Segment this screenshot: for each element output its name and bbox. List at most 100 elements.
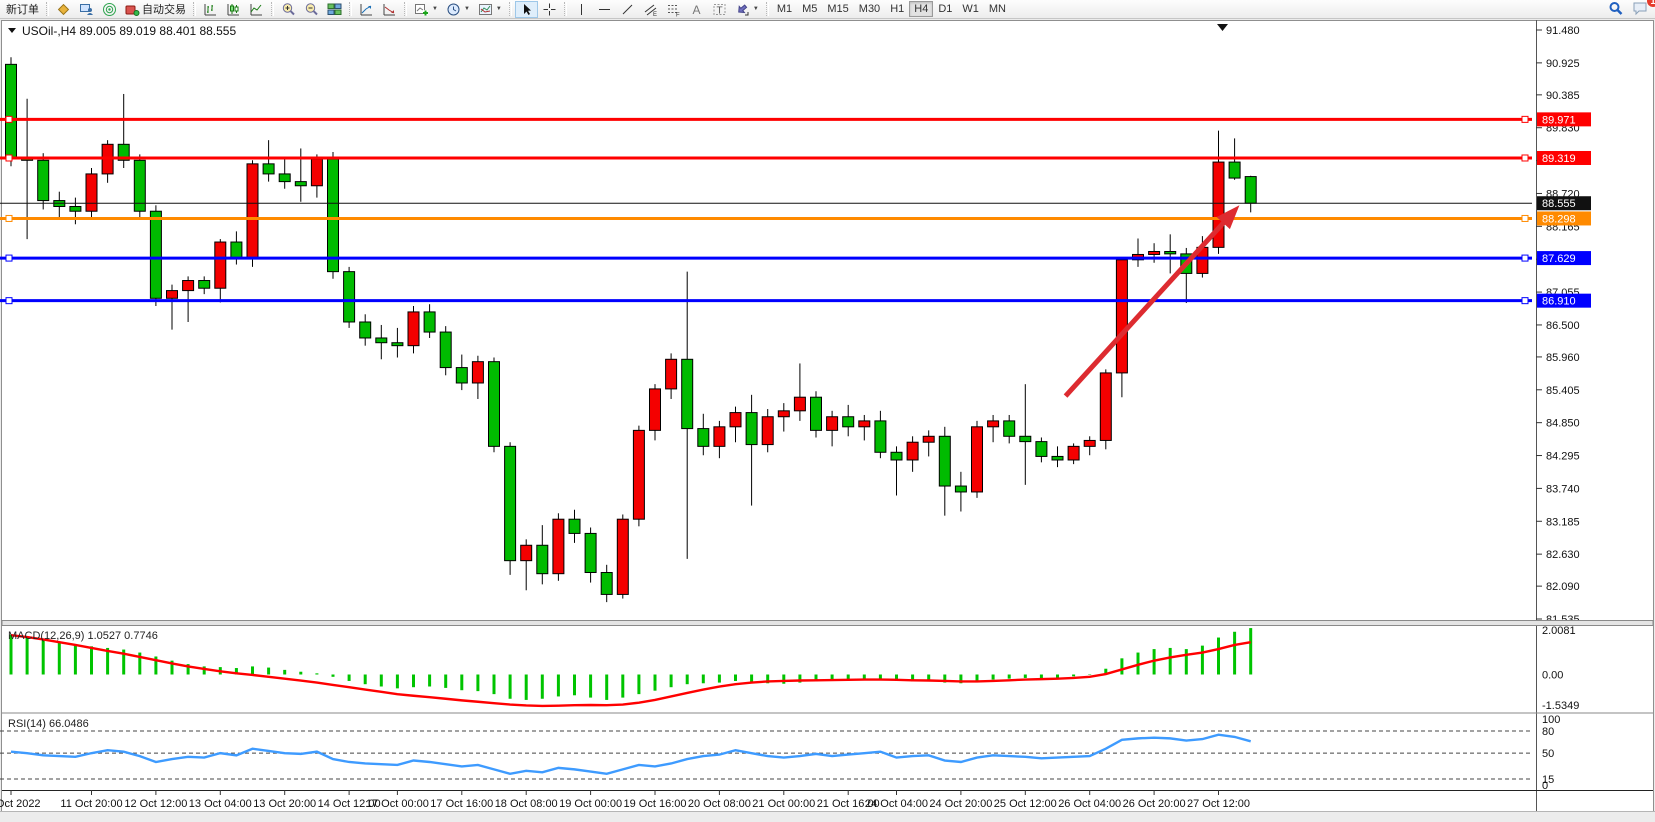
- candle-body: [262, 163, 275, 175]
- price-axis[interactable]: 91.48090.92590.38589.83089.27588.72088.1…: [1536, 20, 1591, 812]
- price-tick-label: 85.960: [1546, 352, 1580, 364]
- price-tick-label: 91.480: [1546, 25, 1580, 37]
- hline-handle[interactable]: [5, 115, 13, 123]
- time-tick-label: 24 Oct 20:00: [929, 798, 992, 810]
- text-label-tool-button[interactable]: T: [708, 1, 731, 18]
- time-tick-label: 21 Oct 16:00: [817, 798, 880, 810]
- search-icon: [1609, 2, 1623, 15]
- period-button[interactable]: ▼: [442, 1, 474, 18]
- candle-body: [874, 420, 887, 453]
- time-tick-label: 13 Oct 04:00: [189, 798, 252, 810]
- new-order-label: 新订单: [6, 4, 39, 16]
- cursor-tool-button[interactable]: [514, 0, 538, 18]
- rsi-axis-label: 80: [1542, 726, 1554, 738]
- candle-body: [278, 173, 291, 183]
- fibonacci-tool-button[interactable]: F: [662, 1, 685, 18]
- tab-timeframe-M5[interactable]: M5: [797, 1, 822, 17]
- arrows-tool-button[interactable]: ▼: [731, 1, 763, 18]
- ohlc-bars-icon: [204, 3, 216, 15]
- trend-arrow-line[interactable]: [1063, 215, 1231, 398]
- tile-windows-button[interactable]: [323, 1, 346, 18]
- hline-handle[interactable]: [5, 297, 13, 305]
- tab-timeframe-D1[interactable]: D1: [933, 1, 957, 17]
- price-tick-label: 84.850: [1546, 418, 1580, 430]
- vertical-line-tool-button[interactable]: [570, 1, 593, 18]
- time-tick-label: 19 Oct 00:00: [559, 798, 622, 810]
- candle-body: [391, 342, 404, 347]
- hline-handle[interactable]: [5, 214, 13, 222]
- add-indicator-button[interactable]: ▼: [410, 1, 442, 18]
- tab-timeframe-W1[interactable]: W1: [957, 1, 984, 17]
- candle-body: [632, 429, 645, 520]
- main-toolbar: 新订单 自动交易 ▼ ▼: [0, 0, 1655, 19]
- chart-window-button[interactable]: [52, 1, 75, 18]
- hline-handle[interactable]: [1521, 297, 1529, 305]
- svg-text:A: A: [692, 3, 700, 17]
- hline-handle[interactable]: [1521, 115, 1529, 123]
- bar-chart-mode-button[interactable]: [199, 1, 222, 18]
- chat-button[interactable]: [1628, 0, 1653, 16]
- indicator-window-button[interactable]: [355, 1, 378, 18]
- price-flag-label: 87.629: [1542, 253, 1576, 265]
- channel-tool-button[interactable]: E: [639, 1, 662, 18]
- autotrading-label: 自动交易: [142, 4, 186, 16]
- chart-window-frame: [1, 20, 1654, 812]
- data-feed-button[interactable]: [98, 1, 121, 18]
- tab-timeframe-M15[interactable]: M15: [822, 1, 853, 17]
- symbol-dropdown-icon[interactable]: [8, 28, 16, 33]
- new-order-button[interactable]: 新订单: [2, 1, 43, 18]
- time-tick-label: 17 Oct 16:00: [430, 798, 493, 810]
- crosshair-icon: [543, 3, 556, 15]
- indicator-list-button[interactable]: [378, 1, 401, 18]
- text-tool-button[interactable]: A: [685, 1, 708, 18]
- tab-timeframe-M30[interactable]: M30: [854, 1, 885, 17]
- macd-axis-label: 2.0081: [1542, 625, 1576, 637]
- market-watch-button[interactable]: [75, 1, 98, 18]
- candlestick-mode-button[interactable]: [222, 1, 245, 18]
- tab-timeframe-MN[interactable]: MN: [984, 1, 1011, 17]
- zoom-in-icon: [282, 2, 295, 15]
- price-flag-86.910: [1537, 293, 1591, 308]
- panel-separator[interactable]: [1, 620, 1654, 626]
- zoom-in-button[interactable]: [277, 1, 300, 18]
- hline-handle[interactable]: [5, 254, 13, 262]
- chat-bubble-icon: [1633, 2, 1647, 15]
- trend-arrow-head[interactable]: [1216, 205, 1240, 230]
- horizontal-line-tool-button[interactable]: [593, 1, 616, 18]
- time-tick-label: 21 Oct 00:00: [752, 798, 815, 810]
- notifications-button[interactable]: 1: [1628, 0, 1655, 19]
- candle-body: [343, 271, 356, 323]
- zoom-out-button[interactable]: [300, 1, 323, 18]
- timeframe-toolbar: M1 M5 M15 M30 H1 H4 D1 W1 MN: [772, 1, 1011, 17]
- time-tick-label: 27 Oct 12:00: [1187, 798, 1250, 810]
- hline-handle[interactable]: [1521, 214, 1529, 222]
- horizontal-line-objects[interactable]: [0, 115, 1532, 305]
- candle-body: [793, 396, 806, 412]
- line-chart-mode-button[interactable]: [245, 1, 268, 18]
- candle-body: [327, 158, 339, 273]
- tab-timeframe-H1[interactable]: H1: [885, 1, 909, 17]
- autotrading-button[interactable]: 自动交易: [121, 1, 190, 18]
- trendline-tool-button[interactable]: [616, 1, 639, 18]
- tab-timeframe-M1[interactable]: M1: [772, 1, 797, 17]
- search-button[interactable]: [1604, 1, 1628, 18]
- svg-text:F: F: [676, 12, 680, 17]
- trend-arrow-annotation[interactable]: [1063, 205, 1240, 398]
- price-tick-label: 82.090: [1546, 581, 1580, 593]
- rsi-line: [10, 733, 1252, 776]
- hline-handle[interactable]: [1521, 254, 1529, 262]
- candle-body: [117, 143, 130, 161]
- chart-shift-marker[interactable]: [1217, 24, 1228, 31]
- price-flag-89.319: [1537, 150, 1591, 165]
- tab-timeframe-H4[interactable]: H4: [909, 1, 934, 17]
- candle-body: [938, 435, 951, 487]
- hline-handle[interactable]: [1521, 154, 1529, 162]
- template-button[interactable]: ▼: [474, 1, 506, 18]
- time-tick-label: 11 Oct 20:00: [60, 798, 122, 810]
- hline-handle[interactable]: [5, 154, 13, 162]
- candle-body: [1067, 445, 1080, 461]
- candle-body: [922, 435, 935, 443]
- time-tick-label: 17 Oct 00:00: [366, 798, 429, 810]
- crosshair-tool-button[interactable]: [538, 1, 561, 18]
